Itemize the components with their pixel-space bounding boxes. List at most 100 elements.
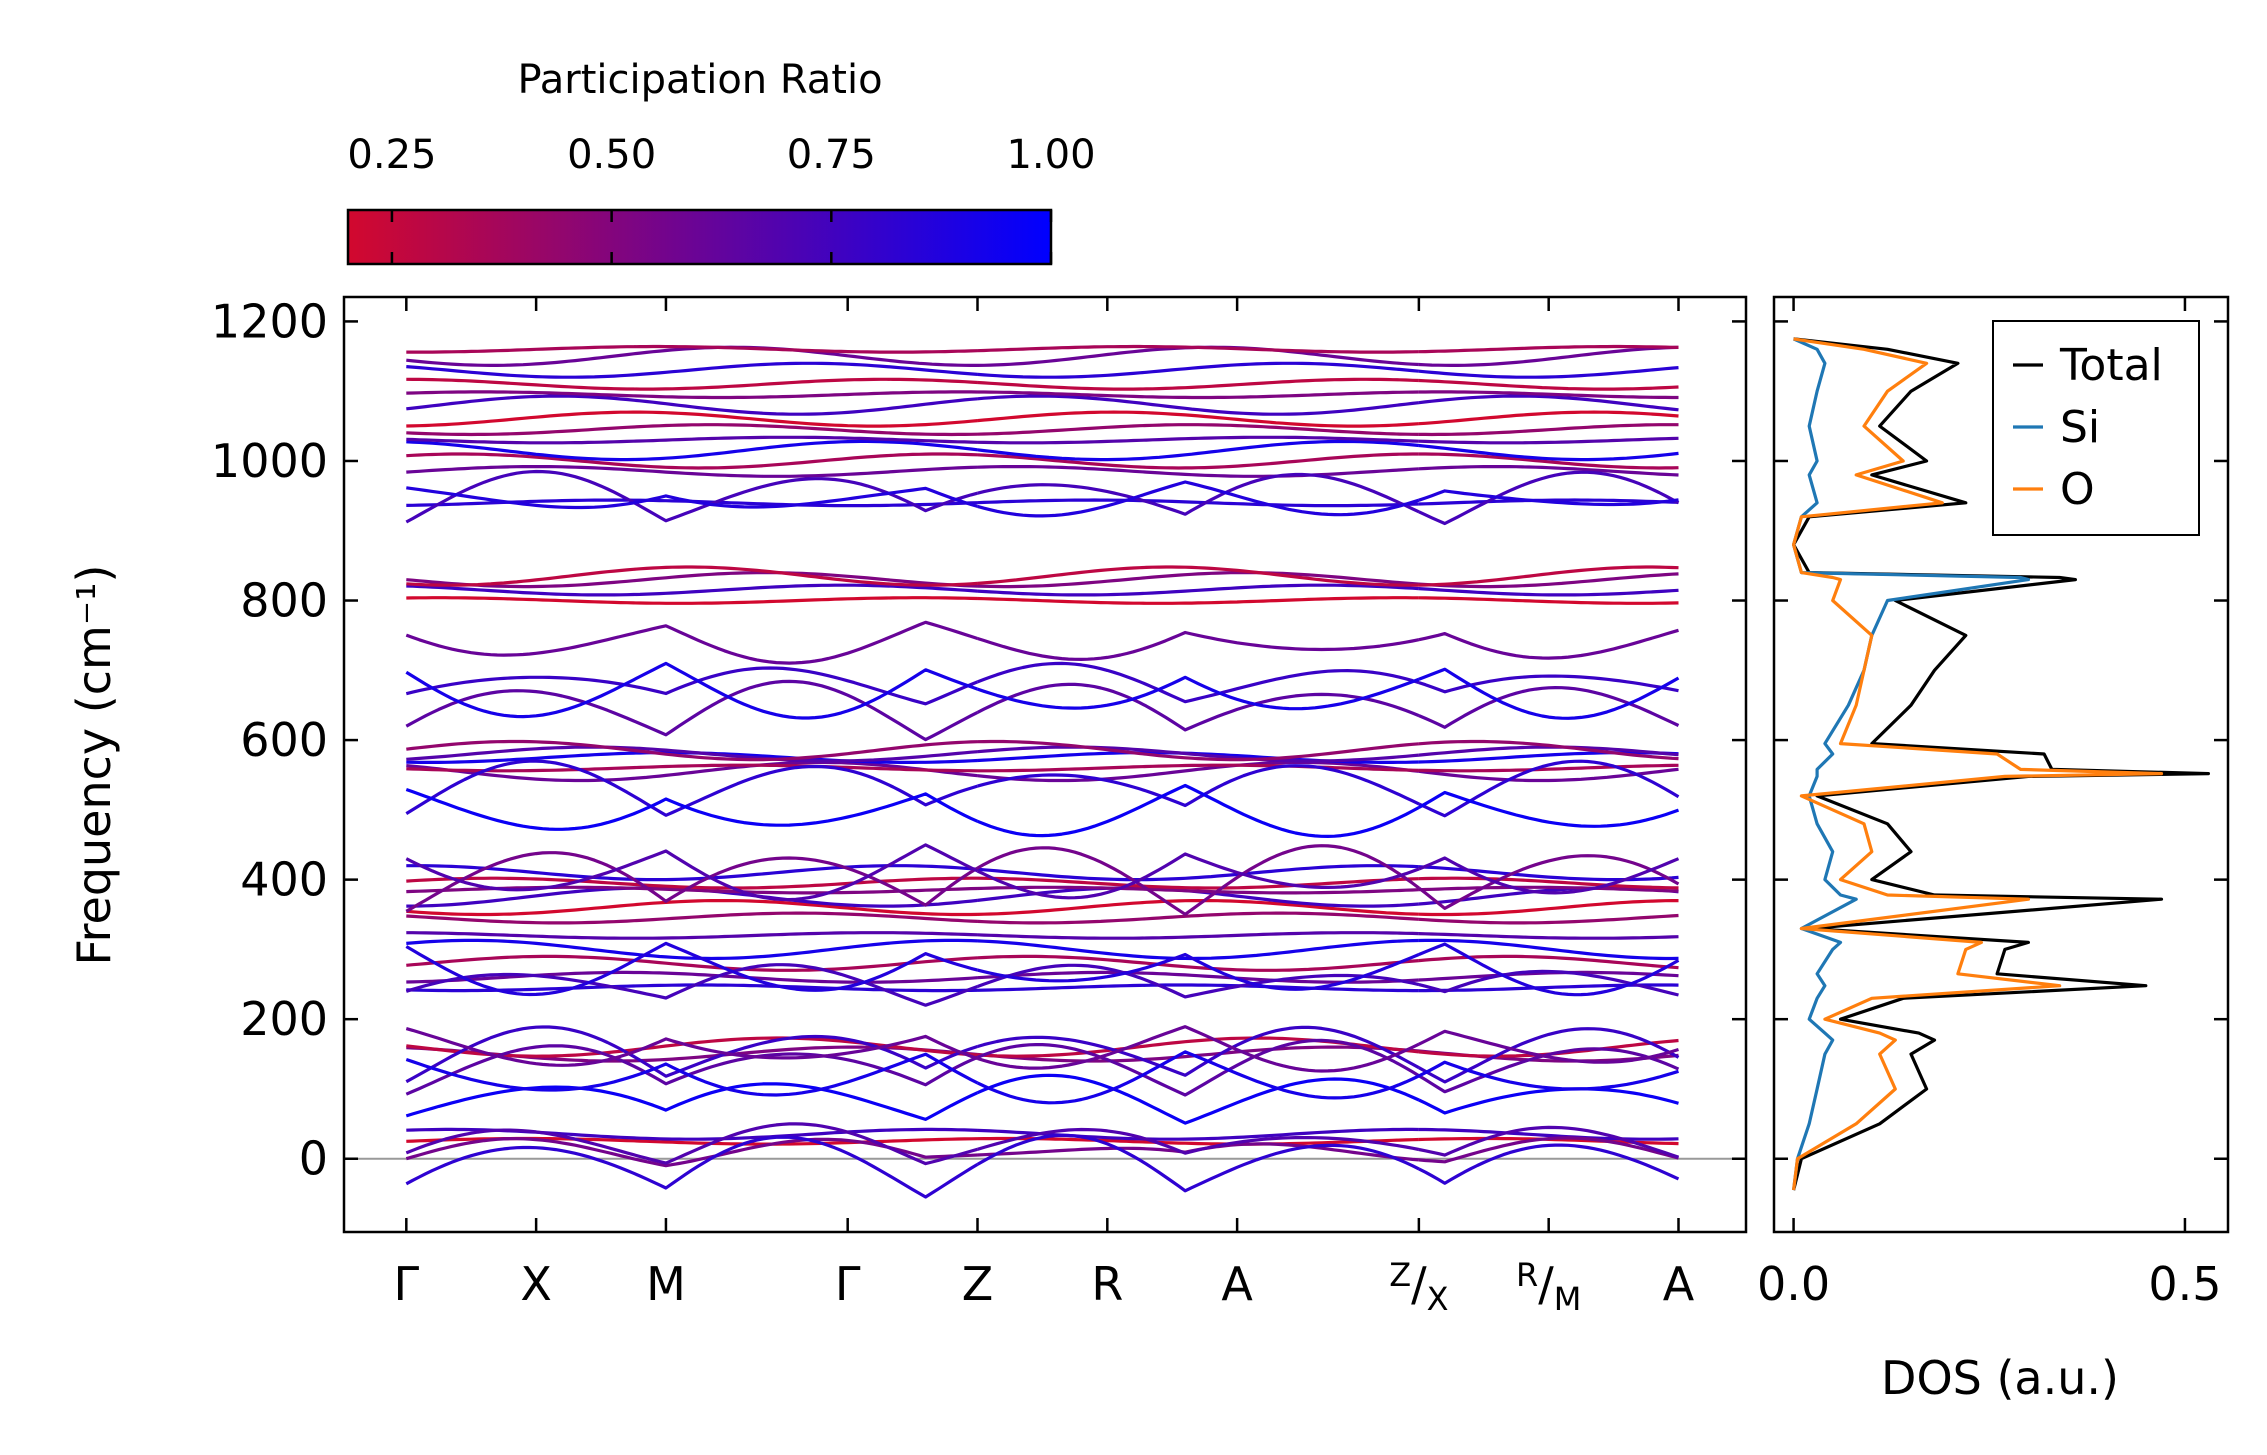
band-line	[406, 486, 978, 510]
colorbar-tick-label: 0.25	[347, 132, 436, 178]
band-line	[976, 1050, 1420, 1105]
k-point-label: A	[1221, 1257, 1253, 1311]
band-line	[1418, 745, 1679, 757]
legend-label: Total	[2059, 340, 2163, 391]
band-line	[406, 394, 978, 416]
dos-series-si	[1791, 337, 2031, 1191]
band-line	[1418, 667, 1680, 720]
band-line	[1418, 452, 1679, 470]
colorbar-tick-label: 1.00	[1006, 132, 1095, 178]
band-line	[1418, 685, 1680, 729]
band-line	[1418, 366, 1679, 379]
band-line	[1418, 1125, 1679, 1159]
dos-lines	[1791, 337, 2210, 1191]
band-line	[977, 983, 1419, 993]
y-tick-label: 400	[240, 853, 328, 907]
band-line	[406, 763, 978, 773]
band-line	[1418, 423, 1679, 437]
band-line	[405, 469, 978, 524]
band-line	[976, 852, 1420, 900]
band-line	[405, 666, 979, 706]
band-line	[405, 941, 978, 997]
band-line	[405, 620, 978, 665]
band-line	[977, 498, 1419, 508]
band-y-axis-label: Frequency (cm⁻¹)	[67, 565, 121, 966]
band-line	[977, 394, 1420, 416]
band-line	[1418, 865, 1679, 882]
k-point-label: M	[646, 1257, 686, 1311]
band-y-ticks: 0 200 400 600 800 1000 1200	[211, 294, 1746, 1186]
band-line	[977, 745, 1420, 763]
k-point-label: R	[1091, 1257, 1123, 1311]
band-line	[1418, 565, 1679, 587]
band-line	[1418, 378, 1679, 391]
band-line	[1418, 1047, 1680, 1094]
dos-x-tick-label: 0.0	[1757, 1257, 1830, 1311]
k-point-label: Z	[962, 1257, 994, 1311]
band-line	[977, 1127, 1419, 1141]
band-line	[1418, 790, 1680, 828]
band-line	[406, 423, 978, 437]
band-line	[406, 864, 978, 882]
band-line	[406, 435, 978, 445]
legend-label: Si	[2060, 402, 2100, 453]
colorbar-tick-label: 0.75	[787, 132, 876, 178]
band-line	[1418, 1136, 1679, 1164]
band-line	[977, 938, 1419, 961]
colorbar-tick-label: 0.50	[567, 132, 656, 178]
band-line	[976, 783, 1420, 839]
band-line	[406, 345, 978, 367]
band-line	[406, 954, 978, 972]
band-line	[1418, 954, 1679, 970]
band-line	[977, 361, 1420, 379]
band-line	[1418, 628, 1679, 660]
band-line	[977, 764, 1420, 808]
band-line	[1418, 1060, 1679, 1091]
band-line	[1418, 489, 1679, 507]
band-line	[977, 583, 1419, 597]
k-point-label: Z/X	[1389, 1256, 1448, 1318]
band-line	[977, 1127, 1420, 1155]
band-line	[405, 1052, 979, 1097]
k-point-label: Γ	[393, 1257, 419, 1311]
band-line	[977, 864, 1419, 882]
band-line	[977, 630, 1420, 662]
band-line	[1418, 898, 1679, 917]
band-line	[1418, 410, 1679, 426]
band-line	[977, 472, 1420, 516]
band-line	[1418, 942, 1680, 997]
band-line	[406, 760, 978, 783]
band-line	[406, 390, 978, 400]
band-line	[405, 963, 979, 1007]
band-line	[1418, 763, 1679, 773]
colorbar: Participation Ratio 0.25 0.50 0.75 1.00	[346, 57, 1096, 266]
band-line	[406, 361, 978, 379]
dos-x-tick-label: 0.5	[2148, 1257, 2221, 1311]
band-line	[406, 911, 978, 925]
band-line	[1418, 750, 1679, 764]
dos-ticks: 0.0 0.5	[1757, 297, 2228, 1311]
y-tick-label: 1000	[211, 434, 328, 488]
band-line	[977, 570, 1420, 589]
band-line	[1418, 913, 1679, 925]
band-line	[976, 963, 1420, 999]
band-line	[405, 759, 978, 817]
band-line	[1418, 390, 1679, 400]
band-line	[406, 898, 978, 917]
band-line	[976, 1133, 1420, 1193]
y-tick-label: 200	[240, 992, 328, 1046]
band-line	[1417, 854, 1680, 911]
band-axes-frame	[342, 295, 1748, 1234]
band-line	[405, 851, 979, 913]
dos-panel: 0.0 0.5 DOS (a.u.) Total Si O	[1757, 295, 2230, 1405]
band-line	[406, 570, 978, 589]
band-line	[976, 675, 1420, 711]
k-point-label: X	[520, 1257, 552, 1311]
band-line	[1418, 1127, 1679, 1141]
band-line	[977, 876, 1419, 890]
band-line	[977, 565, 1419, 587]
colorbar-ticks: 0.25 0.50 0.75 1.00	[347, 132, 1096, 264]
dos-axes-frame	[1772, 295, 2230, 1234]
band-line	[977, 410, 1419, 428]
